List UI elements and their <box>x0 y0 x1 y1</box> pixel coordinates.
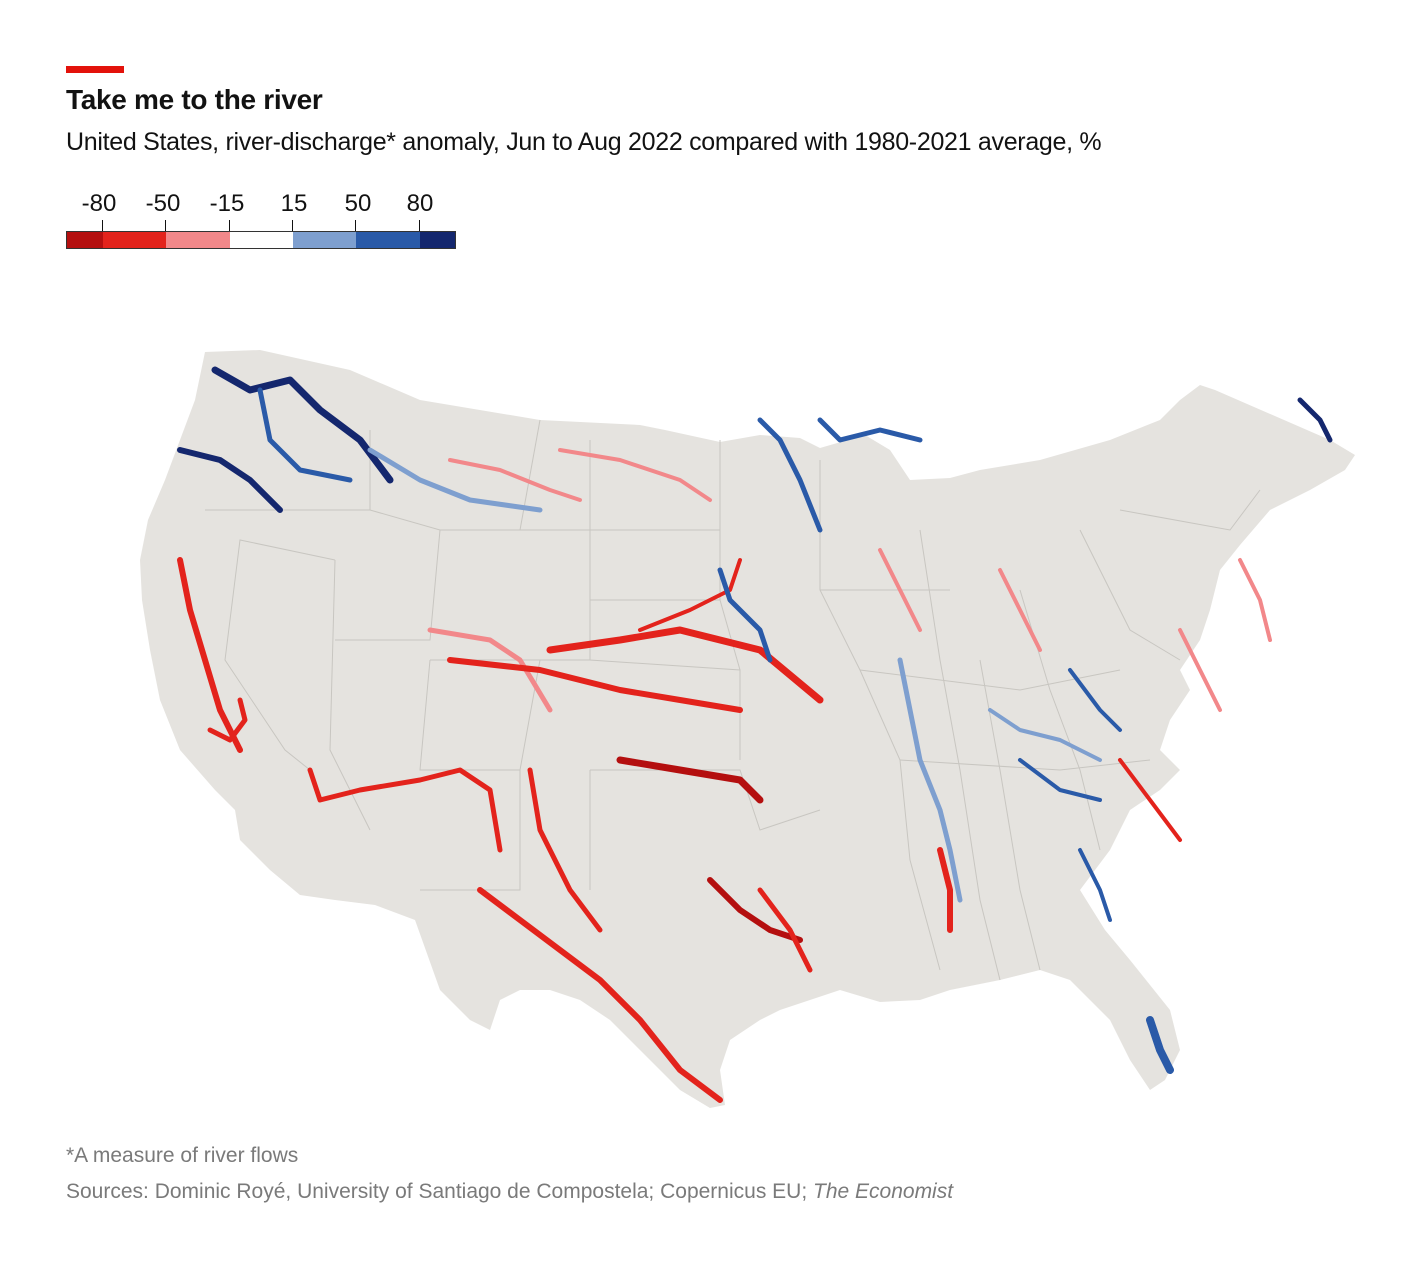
legend-swatch <box>420 232 455 248</box>
river-yazoo <box>937 847 953 933</box>
legend-tick <box>419 220 420 231</box>
state-border <box>1079 529 1181 661</box>
state-borders <box>205 419 1261 981</box>
river-columbia <box>211 366 394 484</box>
state-border <box>919 529 1001 981</box>
legend-label: -15 <box>209 190 245 217</box>
river-james <box>717 567 773 663</box>
river-ohio <box>988 708 1102 762</box>
river-colorado <box>307 767 503 853</box>
river-iowa <box>878 548 922 632</box>
river-snake-north <box>257 387 353 483</box>
legend-label: 15 <box>280 190 308 217</box>
legend-tick <box>229 220 230 231</box>
brand-rule <box>66 66 124 73</box>
legend-tick <box>165 220 166 231</box>
legend-swatch <box>356 232 420 248</box>
river-missouri-upper <box>448 458 582 502</box>
us-river-map <box>140 350 1355 1108</box>
sources-publication: The Economist <box>813 1180 954 1203</box>
river-niobrara <box>638 558 742 632</box>
river-sacramento <box>177 557 243 753</box>
chart-title: Take me to the river <box>66 84 323 115</box>
river-chattahoochee <box>1078 848 1112 922</box>
legend-swatch <box>67 232 103 248</box>
state-border <box>899 759 1151 771</box>
legend-tick <box>355 220 356 231</box>
state-border <box>589 600 741 760</box>
river-wabash <box>998 568 1042 652</box>
river-colorado-tx <box>757 887 813 973</box>
river-hudson <box>1238 558 1272 642</box>
river-st-john <box>1297 397 1333 443</box>
legend-label: 50 <box>344 190 372 217</box>
state-border <box>819 460 941 971</box>
river-everglades <box>1146 1016 1174 1074</box>
river-yellowstone <box>558 448 712 502</box>
footnote: *A measure of river flows <box>66 1144 299 1167</box>
chart-subtitle: United States, river-discharge* anomaly,… <box>66 128 1102 156</box>
river-arkansas <box>616 756 764 804</box>
state-border <box>224 539 336 771</box>
river-kanawha <box>1068 668 1122 732</box>
river-mississippi <box>897 657 963 903</box>
state-border <box>430 529 591 661</box>
river-platte <box>447 657 743 713</box>
river-savannah <box>1118 758 1182 842</box>
river-tennessee <box>1018 758 1102 802</box>
river-brazos <box>707 877 803 943</box>
state-border <box>859 669 1121 691</box>
legend-swatch <box>230 232 293 248</box>
legend-swatch <box>293 232 356 248</box>
state-border <box>420 770 521 891</box>
sources-text: Sources: Dominic Royé, University of San… <box>66 1180 813 1203</box>
state-border <box>419 659 541 771</box>
river-susquehanna <box>1178 628 1222 712</box>
river-san-joaquin <box>207 697 248 743</box>
legend-swatch <box>166 232 230 248</box>
color-legend: -80 -50 -15 15 50 80 <box>66 190 456 262</box>
legend-tick <box>292 220 293 231</box>
river-rio-grande <box>477 887 723 1103</box>
river-rainy <box>817 417 923 443</box>
river-red-north <box>757 417 823 533</box>
sources: Sources: Dominic Royé, University of San… <box>66 1180 953 1204</box>
state-border <box>335 509 441 641</box>
state-border <box>590 529 721 601</box>
river-willamette <box>177 447 283 513</box>
legend-label: 80 <box>406 190 434 217</box>
river-pecos <box>527 767 603 933</box>
legend-color-bar <box>66 231 456 249</box>
legend-label: -80 <box>81 190 117 217</box>
legend-swatch <box>103 232 166 248</box>
us-landmass <box>140 350 1355 1108</box>
river-clearwater <box>367 447 543 513</box>
state-border <box>719 599 741 671</box>
state-border <box>979 659 1041 971</box>
state-border <box>1119 489 1261 531</box>
river-green <box>427 627 553 713</box>
legend-label: -50 <box>145 190 181 217</box>
legend-tick <box>102 220 103 231</box>
state-border <box>519 419 541 531</box>
state-border <box>329 559 371 831</box>
river-anomaly-layer <box>177 366 1333 1103</box>
